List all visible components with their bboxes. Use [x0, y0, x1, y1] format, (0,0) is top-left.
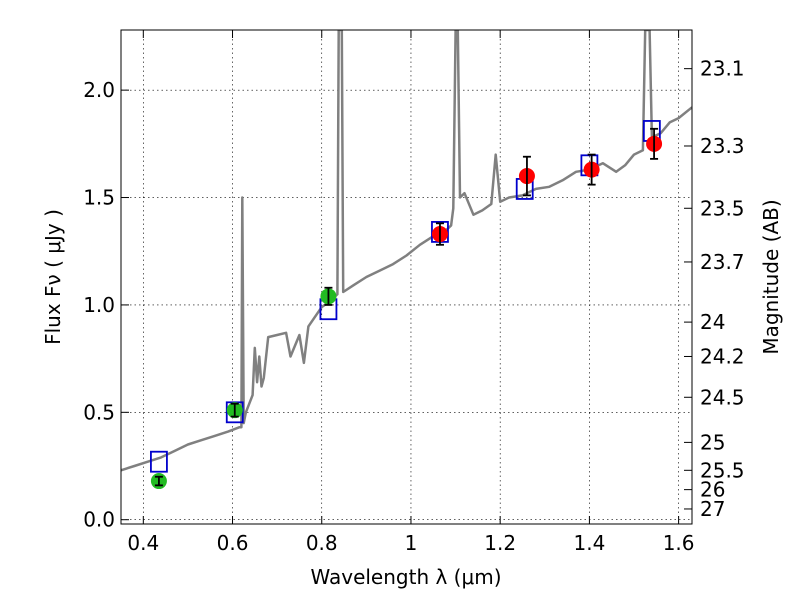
- y-axis-label: Flux Fν ( μJy ): [41, 209, 65, 345]
- y-tick-label: 0.0: [83, 508, 115, 532]
- y-tick-label: 1.5: [83, 186, 115, 210]
- spectrum-line: [121, 30, 692, 472]
- y2-tick-label: 24: [700, 310, 725, 334]
- y2-tick-label: 24.5: [700, 385, 745, 409]
- y-tick-label: 1.0: [83, 293, 115, 317]
- plot-frame: [120, 29, 693, 525]
- y2-tick-label: 23.3: [700, 134, 745, 158]
- y2-tick-label: 23.7: [700, 250, 745, 274]
- y-tick-label: 2.0: [83, 78, 115, 102]
- y2-tick-label: 23.1: [700, 57, 745, 81]
- ticks: 0.4 0.6 0.8 1 1.2 1.4 1.6 0.0 0.5 1.0 1.5 2.0 23.1 23…: [83, 30, 745, 555]
- x-tick-label: 1.4: [573, 531, 605, 555]
- y2-tick-label: 25.5: [700, 458, 745, 482]
- y2-tick-label: 26: [700, 478, 725, 502]
- grid: [121, 30, 692, 524]
- y2-tick-label: 25: [700, 430, 725, 454]
- y2-tick-label: 27: [700, 497, 725, 521]
- model-photometry-square: [150, 450, 168, 473]
- x-tick-label: 1.6: [663, 531, 695, 555]
- plot-content: [121, 30, 692, 490]
- y2-tick-label: 24.2: [700, 344, 745, 368]
- y-tick-label: 0.5: [83, 400, 115, 424]
- y2-axis-label: Magnitude (AB): [759, 199, 783, 354]
- x-tick-label: 0.6: [217, 531, 249, 555]
- x-axis-label: Wavelength λ (μm): [310, 565, 501, 589]
- x-tick-label: 0.8: [306, 531, 338, 555]
- x-tick-label: 0.4: [127, 531, 159, 555]
- x-tick-label: 1: [405, 531, 418, 555]
- y2-tick-label: 23.5: [700, 196, 745, 220]
- x-tick-label: 1.2: [484, 531, 516, 555]
- plot-area: [121, 30, 692, 490]
